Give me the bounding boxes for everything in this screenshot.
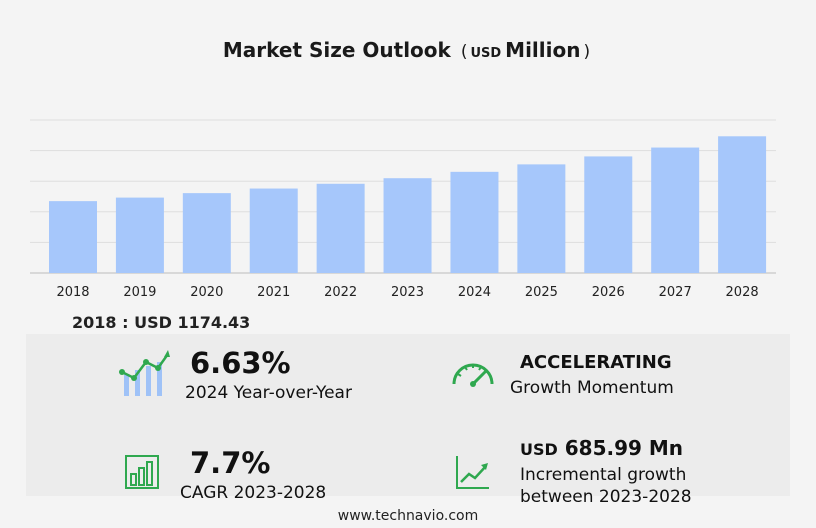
momentum-value: ACCELERATING	[520, 352, 672, 373]
footer-url: www.technavio.com	[337, 508, 479, 524]
yoy-label: 2024 Year-over-Year	[185, 383, 352, 403]
incremental-label-1: Incremental growth	[520, 465, 687, 485]
trend-line-icon	[456, 456, 489, 489]
bar-2020	[182, 193, 231, 273]
x-tick-2022: 2022	[324, 285, 357, 300]
bar-2024	[450, 171, 499, 273]
bar-2027	[651, 147, 700, 273]
growth-chart-icon	[119, 350, 170, 396]
bar-chart-icon	[125, 455, 159, 489]
kpi-panel	[26, 334, 790, 496]
x-tick-2023: 2023	[391, 285, 424, 300]
bar-2023	[383, 178, 432, 273]
x-tick-2020: 2020	[190, 285, 223, 300]
title-main: Market Size Outlook	[222, 38, 451, 62]
bars	[49, 136, 767, 273]
x-tick-2025: 2025	[525, 285, 558, 300]
bar-chart: 2018 2019 2020 2021 2022 2023 2024 2025 2026 2027…	[30, 119, 776, 300]
title-unit-prefix: USD	[470, 46, 502, 61]
cagr-label: CAGR 2023-2028	[180, 483, 327, 503]
bar-2018	[49, 201, 97, 273]
x-tick-2028: 2028	[726, 285, 759, 300]
title-unit: Million	[505, 38, 581, 62]
bar-2021	[249, 188, 298, 273]
cagr-value: 7.7%	[190, 446, 271, 480]
title-open-paren: (	[460, 42, 468, 62]
momentum-label: Growth Momentum	[510, 378, 674, 398]
x-tick-2026: 2026	[592, 285, 625, 300]
baseline-value: 2018 : USD 1174.43	[72, 313, 251, 332]
bar-2028	[718, 136, 767, 273]
x-tick-2021: 2021	[257, 285, 290, 300]
yoy-value: 6.63%	[190, 346, 291, 380]
title-close-paren: )	[583, 42, 591, 62]
speedometer-icon	[452, 363, 494, 387]
x-tick-labels: 2018 2019 2020 2021 2022 2023 2024 2025 2026 2027…	[56, 285, 758, 300]
bar-2026	[584, 156, 633, 273]
x-tick-2024: 2024	[458, 285, 491, 300]
x-tick-2027: 2027	[659, 285, 692, 300]
x-tick-2018: 2018	[56, 285, 89, 300]
chart-title: Market Size Outlook (USD Million)	[0, 38, 816, 62]
bar-2022	[316, 183, 365, 273]
bar-2019	[115, 197, 164, 273]
incremental-value: USD 685.99 Mn	[520, 436, 683, 460]
incremental-amount: 685.99 Mn	[564, 436, 684, 460]
bar-2025	[517, 164, 566, 273]
incremental-prefix: USD	[520, 440, 558, 459]
x-tick-2019: 2019	[123, 285, 156, 300]
incremental-label-2: between 2023-2028	[520, 487, 692, 507]
